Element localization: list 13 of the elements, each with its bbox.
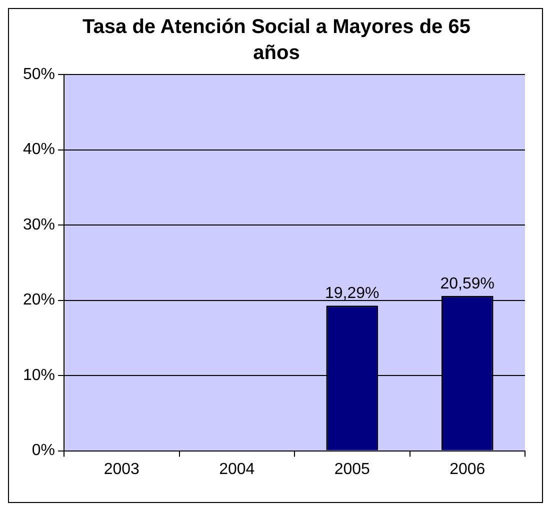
x-tick-label: 2005 <box>334 460 370 478</box>
data-label: 20,59% <box>440 275 495 292</box>
y-tick-label: 10% <box>22 366 56 384</box>
chart-title: Tasa de Atención Social a Mayores de 65 años <box>82 15 472 66</box>
y-tick-label: 20% <box>22 292 56 309</box>
x-tick-label: 2004 <box>219 460 255 478</box>
y-tick-label: 0% <box>32 442 56 460</box>
y-tick-label: 40% <box>22 141 56 158</box>
y-tick-label: 50% <box>22 66 56 84</box>
x-tick-label: 2003 <box>104 460 140 478</box>
x-tick-label: 2006 <box>450 460 486 478</box>
data-label: 19,29% <box>325 285 380 302</box>
y-tick-label: 30% <box>22 216 56 234</box>
